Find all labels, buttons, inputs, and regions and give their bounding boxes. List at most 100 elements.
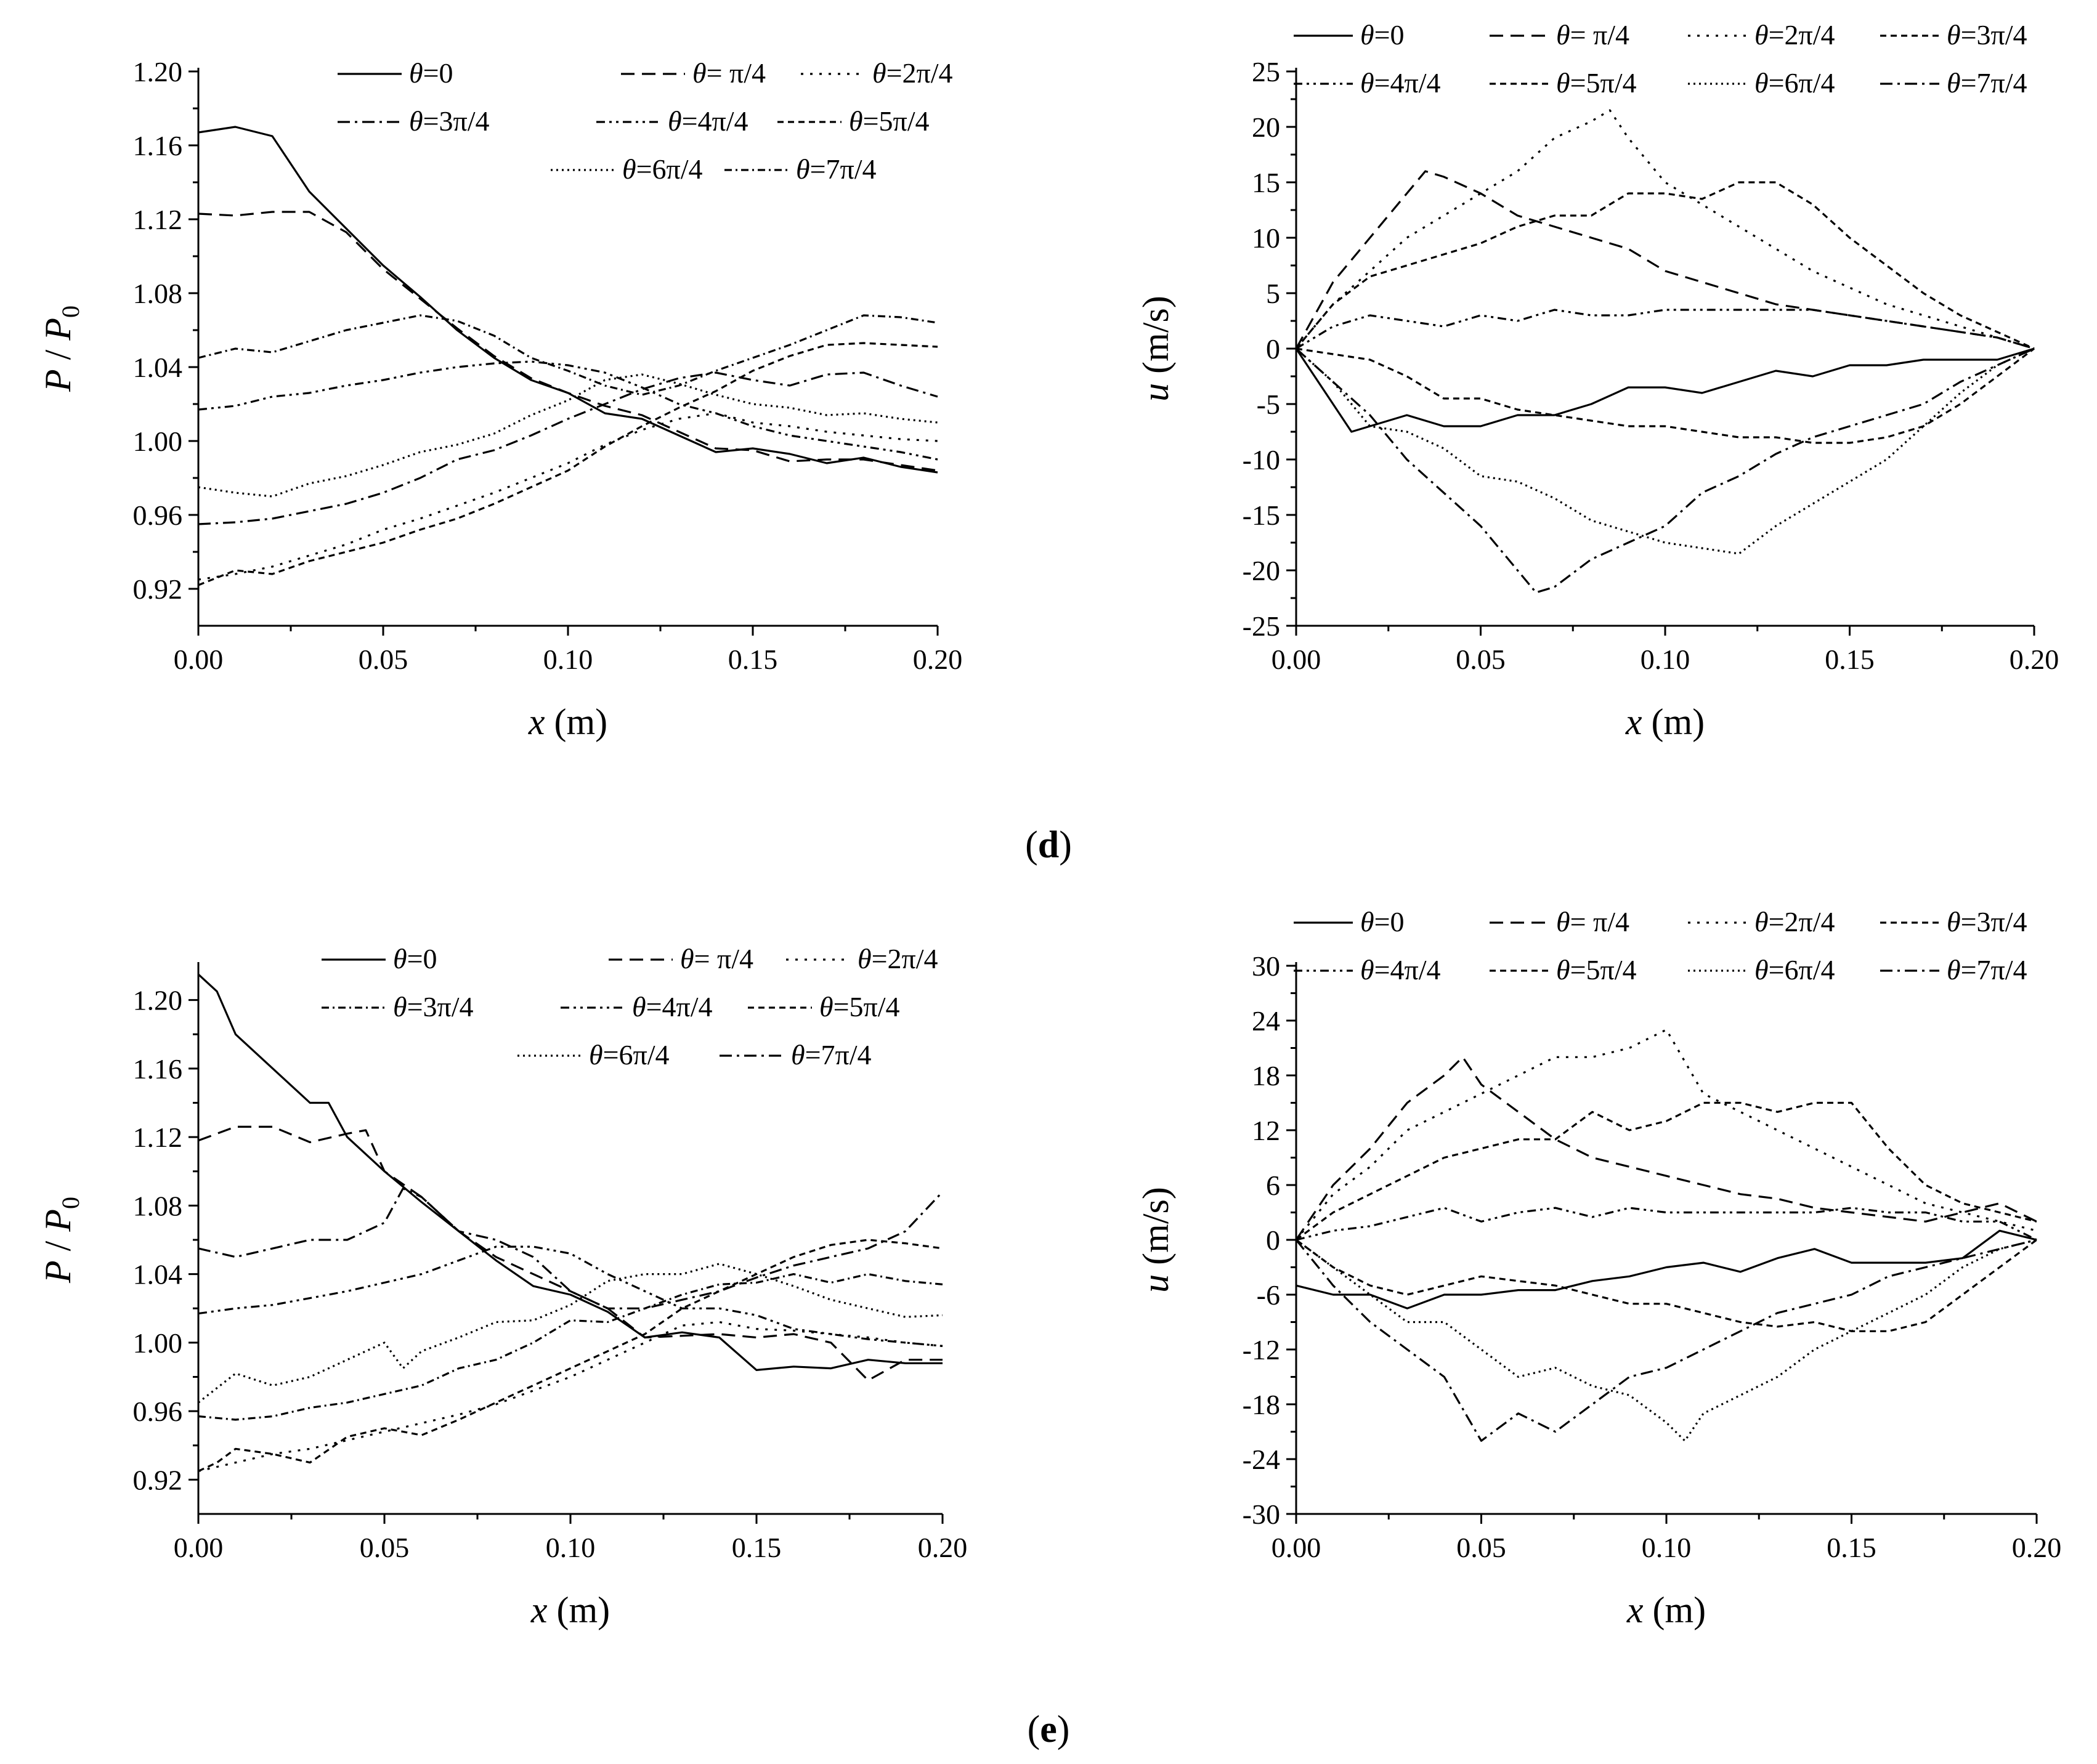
legend-label-0: θ=0 xyxy=(1360,19,1405,51)
x-tick-label: 0.20 xyxy=(918,1532,968,1563)
y-tick-label: 20 xyxy=(1252,111,1280,143)
y-axis-label-var2: P xyxy=(38,318,78,341)
x-tick-label: 0.10 xyxy=(1642,1532,1692,1563)
y-tick-label: 1.00 xyxy=(133,426,183,457)
series-line-0 xyxy=(197,973,943,1371)
series-line-2 xyxy=(1295,1029,2037,1241)
legend-theta: θ xyxy=(632,991,646,1022)
y-tick-label: 1.20 xyxy=(133,56,183,87)
series-line-0 xyxy=(1296,1229,2037,1309)
y-tick-label: 0 xyxy=(1266,333,1280,365)
series-line-6 xyxy=(1296,1239,2037,1442)
y-axis-label-unit: (m/s) xyxy=(1135,296,1176,383)
series-line-5 xyxy=(198,1239,943,1472)
legend-value: =7π/4 xyxy=(805,1039,872,1070)
x-tick-label: 0.05 xyxy=(359,644,408,675)
y-tick-label: 25 xyxy=(1252,56,1280,87)
legend-theta: θ xyxy=(1360,67,1374,99)
x-axis-label-unit: (m) xyxy=(1644,1590,1706,1630)
legend-value: =3π/4 xyxy=(407,991,474,1022)
y-tick-label: -12 xyxy=(1243,1334,1280,1365)
legend-value: =6π/4 xyxy=(603,1039,670,1070)
series-line-1 xyxy=(1295,1056,2037,1240)
y-tick-label: 18 xyxy=(1252,1060,1280,1091)
y-tick-label: 30 xyxy=(1252,950,1280,982)
legend-theta: θ xyxy=(1360,906,1374,937)
y-tick-label: -5 xyxy=(1257,389,1280,420)
chart-e-velocity: 0.00 0.05 0.10 0.15 0.20 -30 -24 -18 -12 -6 0 6 12 18… xyxy=(1135,906,2061,1630)
y-tick-label: -30 xyxy=(1243,1499,1280,1530)
series-line-3 xyxy=(198,371,938,525)
y-tick-label: 0.96 xyxy=(133,500,183,531)
legend-value: = π/4 xyxy=(1570,19,1629,51)
panel-letter-e: e xyxy=(1040,1709,1057,1750)
y-tick-label: 1.12 xyxy=(133,204,183,235)
legend-value: =6π/4 xyxy=(1769,954,1835,985)
x-tick-label: 0.00 xyxy=(174,644,224,675)
y-axis-label-var: u xyxy=(1135,383,1176,402)
legend-label-6: θ=6π/4 xyxy=(1754,954,1835,985)
legend-theta: θ xyxy=(1947,19,1961,51)
y-axis-label-subscript: 0 xyxy=(57,1197,84,1209)
series-line-3 xyxy=(1296,1101,2037,1241)
legend-label-1: θ= π/4 xyxy=(692,57,766,89)
legend-theta: θ xyxy=(393,991,407,1022)
legend-value: =3π/4 xyxy=(1961,19,2027,51)
series-line-1 xyxy=(198,211,938,472)
panel-label-d: (d) xyxy=(1025,824,1072,866)
series-line-0 xyxy=(1295,347,2035,433)
legend-value: =0 xyxy=(407,943,437,974)
series-line-7 xyxy=(1295,347,2035,594)
legend-value: =0 xyxy=(423,57,453,89)
y-tick-label: -25 xyxy=(1243,610,1280,642)
legend-value: =7π/4 xyxy=(1961,954,2027,985)
x-tick-label: 0.15 xyxy=(1825,644,1875,675)
legend-label-5: θ=5π/4 xyxy=(1556,67,1637,99)
y-tick-label: 15 xyxy=(1252,167,1280,198)
legend-theta: θ xyxy=(858,943,872,974)
series-line-3 xyxy=(1295,181,2035,350)
legend-value: =4π/4 xyxy=(1374,954,1441,985)
y-tick-label: 1.04 xyxy=(133,352,183,383)
y-tick-label: -18 xyxy=(1243,1389,1280,1420)
series-line-5 xyxy=(1296,1239,2037,1332)
x-tick-label: 0.10 xyxy=(546,1532,596,1563)
legend-theta: θ xyxy=(1947,954,1961,985)
x-axis-label: x (m) xyxy=(530,1590,610,1630)
legend-label-3: θ=3π/4 xyxy=(409,105,490,137)
x-axis-label-unit: (m) xyxy=(1642,702,1705,742)
series-line-6 xyxy=(198,373,938,498)
legend-theta: θ xyxy=(409,105,423,137)
legend-theta: θ xyxy=(409,57,423,89)
series-line-7 xyxy=(198,314,938,396)
legend-label-2: θ=2π/4 xyxy=(872,57,953,89)
legend-label-2: θ=2π/4 xyxy=(1754,19,1835,51)
y-tick-label: 1.08 xyxy=(133,1190,183,1221)
legend-theta: θ xyxy=(1754,954,1769,985)
y-tick-label: 12 xyxy=(1252,1115,1280,1146)
legend-theta: θ xyxy=(791,1039,805,1070)
legend-theta: θ xyxy=(796,153,810,185)
legend-value: =7π/4 xyxy=(1961,67,2027,99)
legend-theta: θ xyxy=(1360,954,1374,985)
y-tick-label: 0.96 xyxy=(133,1396,183,1427)
series-line-4 xyxy=(198,1245,943,1347)
x-tick-label: 0.05 xyxy=(360,1532,410,1563)
legend-label-5: θ=5π/4 xyxy=(1556,954,1637,985)
legend-theta: θ xyxy=(393,943,407,974)
x-tick-label: 0.20 xyxy=(2010,644,2059,675)
legend-value: =4π/4 xyxy=(1374,67,1441,99)
legend-label-5: θ=5π/4 xyxy=(819,991,900,1022)
y-tick-label: -24 xyxy=(1243,1444,1280,1475)
legend-label-5: θ=5π/4 xyxy=(849,105,930,137)
x-tick-label: 0.20 xyxy=(913,644,963,675)
legend-label-7: θ=7π/4 xyxy=(1947,67,2027,99)
x-tick-label: 0.00 xyxy=(174,1532,224,1563)
y-tick-label: 10 xyxy=(1252,222,1280,254)
x-tick-label: 0.00 xyxy=(1272,1532,1321,1563)
x-axis-label-var: x xyxy=(1626,1590,1644,1630)
legend-label-2: θ=2π/4 xyxy=(858,943,938,974)
chart-d-pressure: 0.00 0.05 0.10 0.15 0.20 0.92 0.96 1.00 1.04 1.08… xyxy=(38,56,962,742)
chart-d-velocity: 0.00 0.05 0.10 0.15 0.20 -25 -20 -15 -10 -5 0 5 10 15… xyxy=(1135,19,2059,742)
series-line-5 xyxy=(198,342,938,586)
